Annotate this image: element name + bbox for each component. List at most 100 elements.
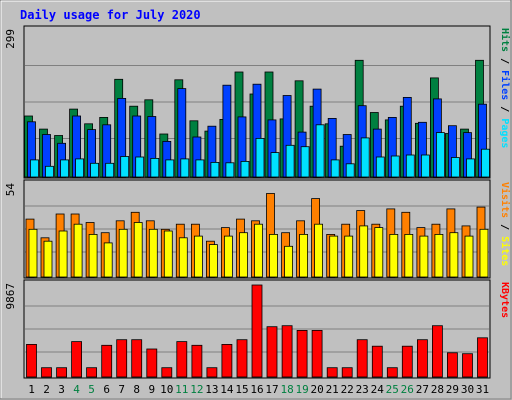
bar-kbytes-day-4 [71, 341, 82, 378]
day-label-31: 31 [476, 383, 489, 396]
day-label-6: 6 [103, 383, 110, 396]
bar-sites-day-21 [329, 235, 339, 278]
bar-sites-day-26 [404, 233, 414, 278]
bar-sites-day-9 [148, 228, 158, 278]
bar-pages-day-25 [390, 155, 400, 178]
bar-pages-day-19 [300, 146, 310, 178]
day-label-8: 8 [133, 383, 140, 396]
bar-kbytes-day-10 [161, 367, 173, 378]
bar-kbytes-day-24 [371, 345, 383, 378]
bar-sites-day-11 [178, 237, 188, 278]
legend-pages: Pages [499, 118, 510, 148]
bar-kbytes-day-17 [266, 326, 278, 378]
day-label-11: 11 [175, 383, 188, 396]
day-label-5: 5 [88, 383, 95, 396]
bar-kbytes-day-30 [462, 353, 473, 378]
bar-kbytes-day-23 [356, 339, 368, 378]
bar-pages-day-16 [255, 137, 265, 178]
bar-sites-day-1 [28, 228, 38, 278]
panel-legend: Visits / Sites [499, 182, 511, 266]
day-label-4: 4 [73, 383, 80, 396]
bar-pages-day-5 [90, 162, 99, 178]
day-label-30: 30 [461, 383, 474, 396]
bar-kbytes-day-8 [131, 339, 143, 378]
day-label-27: 27 [416, 383, 429, 396]
bar-pages-day-14 [225, 162, 235, 178]
panel-legend: KBytes [499, 282, 510, 318]
bar-kbytes-day-1 [26, 343, 37, 378]
bar-sites-day-29 [449, 232, 459, 278]
bar-kbytes-day-12 [191, 344, 203, 378]
bar-kbytes-day-25 [386, 367, 398, 378]
day-label-10: 10 [160, 383, 173, 396]
bar-kbytes-day-2 [41, 367, 52, 378]
bar-sites-day-10 [163, 230, 173, 278]
bar-kbytes-day-28 [431, 325, 443, 378]
bar-sites-day-31 [479, 228, 489, 278]
bar-pages-day-7 [120, 156, 130, 178]
panel-max-label: 54 [4, 183, 17, 197]
bar-pages-day-26 [405, 154, 415, 178]
bar-pages-day-21 [330, 159, 340, 178]
day-label-9: 9 [148, 383, 155, 396]
chart-title: Daily usage for July 2020 [20, 8, 201, 22]
bar-kbytes-day-21 [326, 367, 338, 378]
bar-pages-day-22 [345, 163, 355, 178]
bar-kbytes-day-7 [116, 339, 128, 378]
bar-sites-day-24 [374, 227, 384, 278]
bar-sites-day-12 [193, 235, 203, 278]
bar-pages-day-27 [420, 154, 430, 178]
bar-kbytes-day-20 [311, 329, 323, 378]
bar-pages-day-4 [75, 158, 84, 178]
day-label-28: 28 [431, 383, 444, 396]
bar-sites-day-5 [88, 233, 98, 278]
day-label-12: 12 [190, 383, 203, 396]
bar-sites-day-28 [434, 233, 444, 278]
bar-pages-day-15 [240, 160, 250, 178]
bar-pages-day-2 [45, 165, 54, 178]
day-label-29: 29 [446, 383, 459, 396]
day-label-21: 21 [326, 383, 339, 396]
bar-pages-day-28 [435, 132, 445, 178]
series-kbytes [26, 284, 488, 378]
bar-sites-day-20 [314, 223, 324, 278]
bar-sites-day-8 [133, 222, 143, 278]
bar-pages-day-17 [270, 152, 280, 178]
bar-sites-day-6 [103, 242, 113, 278]
bar-kbytes-day-6 [101, 344, 113, 378]
day-label-3: 3 [58, 383, 65, 396]
bar-kbytes-day-19 [296, 329, 308, 378]
legend-sites: Sites [499, 236, 511, 266]
bar-pages-day-31 [481, 148, 490, 178]
bar-pages-day-1 [30, 159, 39, 178]
day-labels: 1 2 3 4 5 6 7 8 9 10 11 12 13 14 15 16 17 18 19 20 21 22 23 24 2… [28, 383, 489, 396]
bar-sites-day-16 [254, 223, 263, 278]
bar-pages-day-30 [466, 158, 475, 178]
day-label-22: 22 [341, 383, 354, 396]
panel-max-label: 9867 [4, 283, 17, 310]
bar-kbytes-day-26 [401, 345, 413, 378]
bar-kbytes-day-27 [416, 339, 428, 378]
bar-kbytes-day-22 [341, 367, 353, 378]
bar-pages-day-24 [375, 156, 385, 178]
bar-sites-day-19 [299, 233, 309, 278]
day-label-17: 17 [265, 383, 278, 396]
series-sites [28, 222, 489, 278]
legend-separator: / [499, 52, 510, 70]
day-label-1: 1 [28, 383, 35, 396]
day-label-18: 18 [280, 383, 293, 396]
bar-sites-day-2 [43, 240, 53, 278]
bar-pages-day-8 [135, 156, 145, 178]
bar-pages-day-29 [450, 157, 460, 178]
bar-sites-day-3 [58, 230, 68, 278]
bar-sites-day-22 [344, 235, 354, 278]
panel-kbytes: 9867 KBytes [4, 279, 510, 379]
bar-kbytes-day-16 [251, 284, 263, 378]
bar-pages-day-23 [360, 137, 370, 178]
bar-pages-day-10 [165, 159, 175, 178]
bar-sites-day-25 [389, 233, 399, 278]
bar-kbytes-day-29 [446, 352, 458, 378]
chart-panels: 299 Hits / Files / Pages 54 Visits / Sites 9… [4, 25, 511, 379]
panel-max-label: 299 [4, 29, 17, 49]
